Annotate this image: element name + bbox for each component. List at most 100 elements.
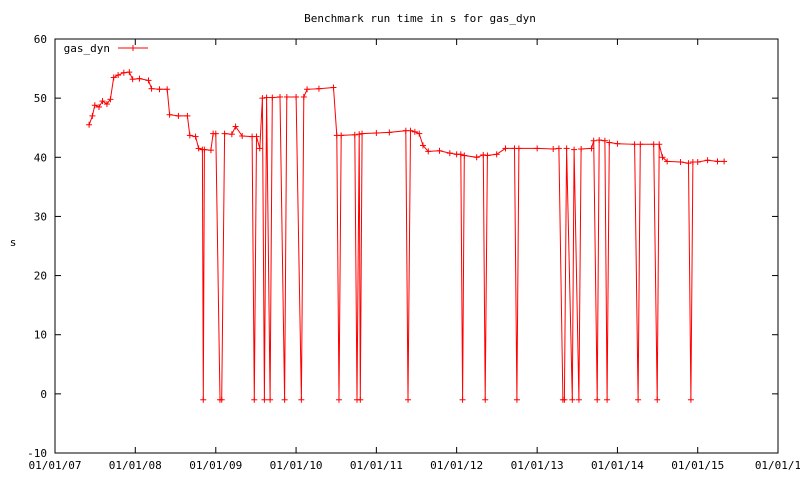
plot-frame (54, 38, 779, 454)
data-point (200, 396, 207, 403)
data-point (281, 396, 288, 403)
data-point (659, 154, 666, 161)
data-point (267, 396, 274, 403)
data-point (687, 396, 694, 403)
data-point (136, 75, 143, 82)
data-point (256, 145, 263, 152)
series-line (88, 71, 725, 401)
data-point (425, 148, 432, 155)
data-point (107, 96, 114, 103)
data-point (251, 396, 258, 403)
data-point (419, 142, 426, 149)
data-point (277, 93, 284, 100)
data-point (99, 98, 106, 105)
data-point (594, 396, 601, 403)
data-point (156, 86, 163, 93)
chart-title: Benchmark run time in s for gas_dyn (304, 12, 536, 25)
data-point (263, 94, 270, 101)
data-point (457, 151, 464, 158)
data-point (601, 137, 608, 144)
x-tick-label: 01/01/09 (189, 459, 242, 472)
data-point (351, 131, 358, 138)
data-point (515, 145, 522, 152)
data-point (561, 396, 568, 403)
y-tick-label: 40 (34, 151, 47, 164)
x-tick-label: 01/01/07 (29, 459, 82, 472)
y-tick-label: 20 (34, 270, 47, 283)
data-point (126, 69, 133, 76)
data-point (596, 137, 603, 144)
data-point (186, 132, 193, 139)
x-tick-label: 01/01/13 (511, 459, 564, 472)
data-point (357, 396, 364, 403)
data-point (91, 102, 98, 109)
data-point (614, 140, 621, 147)
data-point (356, 131, 363, 138)
y-tick-label: -10 (27, 447, 47, 460)
data-point (89, 112, 96, 119)
data-point (484, 152, 491, 159)
y-tick-label: 0 (40, 388, 47, 401)
data-point (184, 112, 191, 119)
data-point (606, 139, 613, 146)
data-point (261, 396, 268, 403)
data-point (664, 158, 671, 165)
data-point (95, 104, 102, 111)
data-point (259, 95, 266, 102)
series-layer (86, 69, 728, 403)
data-point (677, 159, 684, 166)
data-point (513, 396, 520, 403)
data-point (228, 131, 235, 138)
x-tick-label: 01/01/1 (755, 459, 800, 472)
data-point (338, 132, 345, 139)
data-point (304, 86, 311, 93)
data-point (654, 396, 661, 403)
data-point (386, 129, 393, 136)
data-point (459, 396, 466, 403)
data-point (115, 72, 122, 79)
data-point (480, 151, 487, 158)
x-tick-label: 01/01/14 (591, 459, 644, 472)
data-point (335, 396, 342, 403)
data-point (631, 141, 638, 148)
data-point (218, 396, 225, 403)
data-point (575, 396, 582, 403)
data-point (446, 150, 453, 157)
data-point (704, 157, 711, 164)
data-point (637, 141, 644, 148)
data-point (604, 396, 611, 403)
data-point (578, 146, 585, 153)
data-point (300, 93, 307, 100)
data-point (129, 76, 136, 83)
data-point (407, 127, 414, 134)
data-point (721, 158, 728, 165)
data-point (373, 130, 380, 137)
x-tick-label: 01/01/12 (430, 459, 483, 472)
data-point (315, 85, 322, 92)
data-point (293, 93, 300, 100)
data-point (502, 145, 509, 152)
data-point (166, 111, 173, 118)
data-point (534, 145, 541, 152)
x-tick-label: 01/01/15 (671, 459, 724, 472)
data-point (145, 77, 152, 84)
data-point (253, 133, 260, 140)
data-point (571, 146, 578, 153)
data-point (148, 85, 155, 92)
data-point (405, 396, 412, 403)
legend-label: gas_dyn (64, 42, 110, 55)
y-tick-label: 60 (34, 33, 47, 46)
data-point (239, 132, 246, 139)
data-point (550, 146, 557, 153)
data-point (436, 147, 443, 154)
data-point (416, 130, 423, 137)
data-point (192, 133, 199, 140)
data-point (103, 101, 110, 108)
data-point (555, 145, 562, 152)
y-tick-label: 50 (34, 92, 47, 105)
data-point (221, 130, 228, 137)
data-point (493, 151, 500, 158)
data-point (473, 154, 480, 161)
